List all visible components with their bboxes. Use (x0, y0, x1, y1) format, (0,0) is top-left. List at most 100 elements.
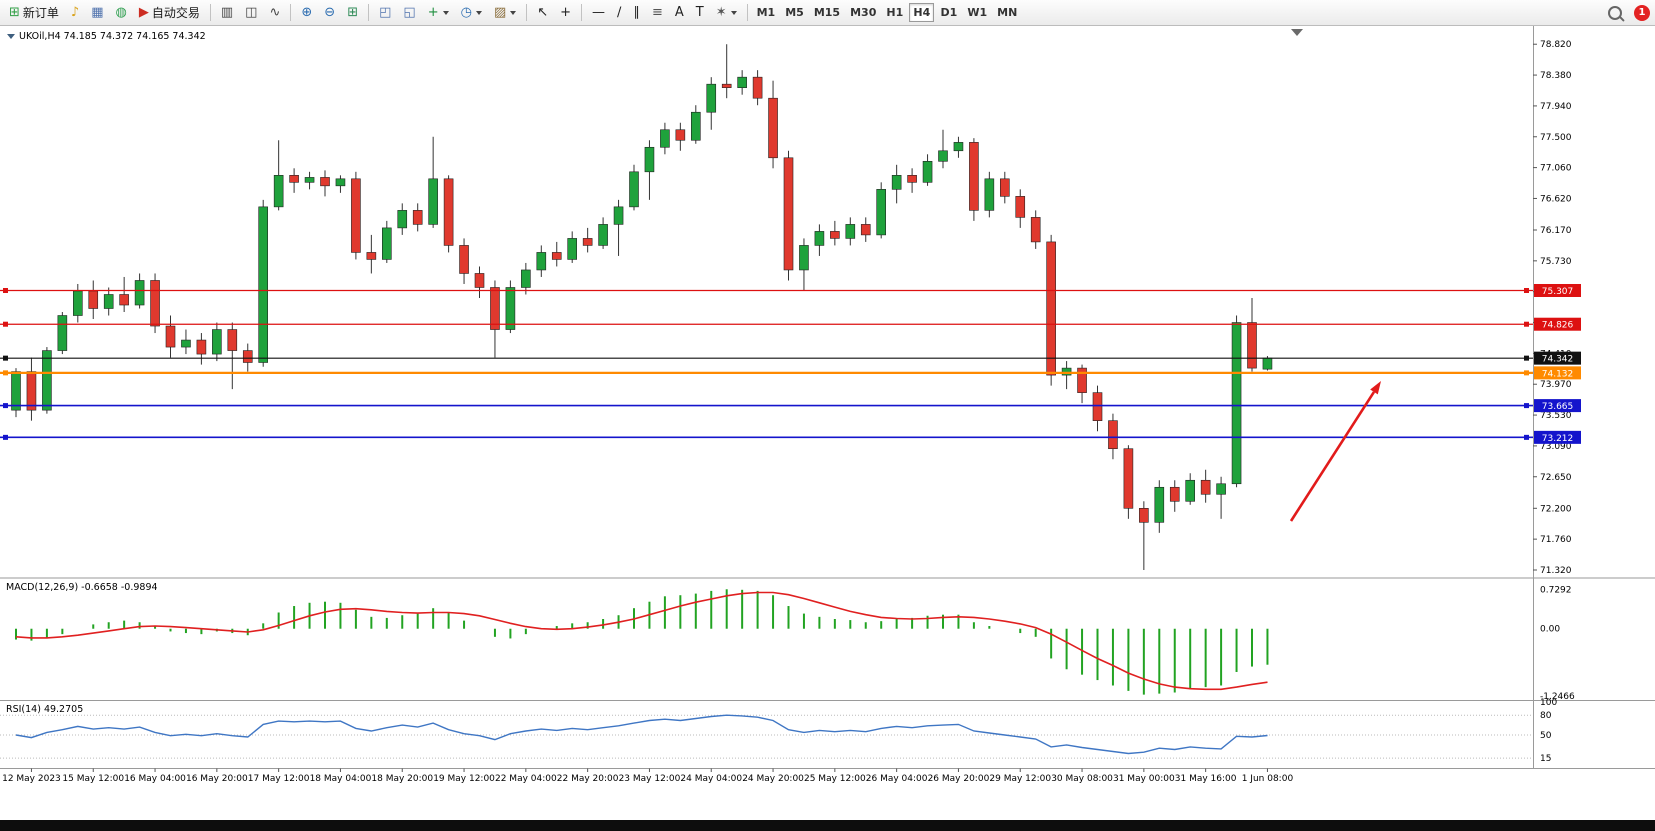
candle-bullish (737, 76, 747, 88)
crosshair-button[interactable]: + (555, 2, 576, 23)
chart-shift-marker[interactable] (1291, 29, 1303, 36)
time-axis-label: 31 May 00:00 (1113, 774, 1175, 784)
candle-bullish (1061, 367, 1072, 376)
candle-bullish (660, 129, 670, 148)
candle-bearish (26, 371, 37, 411)
price-axis-tick-label: 76.170 (1540, 226, 1572, 236)
macd-signal-line (15, 591, 1268, 691)
horizontal-line-button[interactable]: — (587, 2, 610, 23)
toolbar-right: 1 (1608, 4, 1655, 21)
timeframe-H1[interactable]: H1 (882, 3, 907, 22)
candle-bearish (1108, 420, 1118, 450)
candle-bearish (830, 231, 840, 239)
community-button[interactable]: ◍ (111, 2, 132, 23)
candle-bearish (1123, 448, 1134, 509)
candle-bearish (1169, 486, 1180, 502)
periods-button[interactable]: ◷ (456, 2, 487, 23)
tile-windows-button[interactable]: ◰ (374, 2, 396, 23)
candle-bullish (953, 142, 964, 152)
candle-bullish (629, 171, 639, 208)
line-chart-button[interactable]: ∿ (264, 2, 285, 23)
rsi-axis-tick-label: 80 (1540, 711, 1552, 721)
chart-menu-icon[interactable] (7, 34, 15, 39)
zoom-in-button[interactable]: ⊕ (296, 2, 317, 23)
hline-left-handle[interactable] (3, 355, 8, 361)
clock-icon: ◷ (460, 5, 472, 20)
notification-badge[interactable]: 1 (1634, 4, 1650, 21)
hline-right-handle[interactable] (1524, 370, 1529, 376)
candle-bullish (1231, 322, 1242, 485)
hline-right-handle[interactable] (1524, 434, 1529, 440)
toolbar-separator (526, 4, 528, 21)
zoom-out-button[interactable]: ⊖ (319, 2, 340, 23)
grid-button[interactable]: ⊞ (342, 2, 363, 23)
text-button[interactable]: A (670, 2, 689, 23)
trend-arrow-line[interactable] (1289, 391, 1376, 522)
indicators-button[interactable]: + (423, 2, 454, 23)
candle-bullish (891, 175, 902, 190)
time-axis-label: 12 May 2023 (2, 774, 61, 784)
trend-arrow-head[interactable] (1370, 381, 1381, 395)
autotrading-button[interactable]: ▶ 自动交易 (134, 2, 205, 23)
toolbar-separator (746, 4, 748, 21)
time-axis-label: 17 May 12:00 (248, 774, 310, 784)
trendline-button[interactable]: ∕ (612, 2, 626, 23)
cursor-button[interactable]: ↖ (532, 2, 553, 23)
hline-left-handle[interactable] (3, 434, 8, 440)
time-axis-label: 19 May 12:00 (433, 774, 495, 784)
time-axis-label: 23 May 12:00 (619, 774, 681, 784)
search-icon[interactable] (1608, 5, 1622, 20)
candle-bearish (289, 175, 299, 183)
arrows-objects-button[interactable]: ✶ (711, 2, 742, 23)
candle-bullish (304, 177, 315, 183)
chart-title: UKOil,H4 74.185 74.372 74.165 74.342 (7, 31, 206, 42)
timeframe-MN[interactable]: MN (993, 3, 1021, 22)
timeframe-H4[interactable]: H4 (909, 3, 935, 22)
timeframe-M1[interactable]: M1 (753, 3, 780, 22)
zoom-out-icon: ⊖ (324, 5, 336, 20)
timeframe-D1[interactable]: D1 (936, 3, 961, 22)
candle-bullish (1185, 479, 1195, 502)
tile-windows-icon: ◰ (379, 5, 392, 20)
price-line-badge (1534, 399, 1581, 413)
timeframe-M30[interactable]: M30 (846, 3, 880, 22)
candle-bearish (752, 76, 763, 99)
cursor-icon: ↖ (537, 5, 549, 20)
time-axis-label: 26 May 04:00 (866, 774, 928, 784)
fibonacci-button[interactable]: ≡ (647, 2, 668, 23)
candle-bullish (598, 224, 608, 246)
templates-button[interactable]: ▨ (489, 2, 521, 23)
hline-right-handle[interactable] (1524, 403, 1529, 409)
candlestick-chart-button[interactable]: ◫ (240, 2, 262, 23)
cascade-windows-button[interactable]: ◱ (398, 2, 420, 23)
hline-left-handle[interactable] (3, 403, 8, 409)
bar-chart-button[interactable]: ▥ (216, 2, 238, 23)
timeframe-M5[interactable]: M5 (781, 3, 808, 22)
hline-left-handle[interactable] (3, 370, 8, 376)
hline-right-handle[interactable] (1524, 287, 1529, 293)
candle-bearish (1015, 196, 1026, 218)
new-chart-button[interactable]: ▦ (86, 2, 108, 23)
candle-bearish (1200, 479, 1211, 495)
equidistant-channel-button[interactable]: ∥ (628, 2, 645, 23)
price-axis-tick-label: 71.320 (1540, 566, 1572, 576)
globe-icon: ◍ (115, 5, 127, 20)
hline-right-handle[interactable] (1524, 355, 1529, 361)
new-order-button[interactable]: ⊞ 新订单 (4, 2, 64, 23)
add-indicator-icon: + (427, 5, 439, 20)
text-label-button[interactable]: T (691, 2, 709, 23)
price-axis-tick-label: 76.620 (1540, 194, 1572, 204)
candle-bearish (860, 224, 871, 236)
hline-left-handle[interactable] (3, 321, 8, 327)
candle-bearish (551, 252, 562, 260)
hline-left-handle[interactable] (3, 287, 8, 293)
time-axis-label: 15 May 12:00 (62, 774, 124, 784)
timeframe-M15[interactable]: M15 (810, 3, 844, 22)
sound-alerts-button[interactable]: ♪ (66, 2, 84, 23)
sound-icon: ♪ (70, 5, 80, 20)
hline-right-handle[interactable] (1524, 321, 1529, 327)
timeframe-W1[interactable]: W1 (963, 3, 991, 22)
price-line-badge-label: 73.212 (1542, 434, 1574, 444)
candle-bullish (938, 150, 948, 162)
